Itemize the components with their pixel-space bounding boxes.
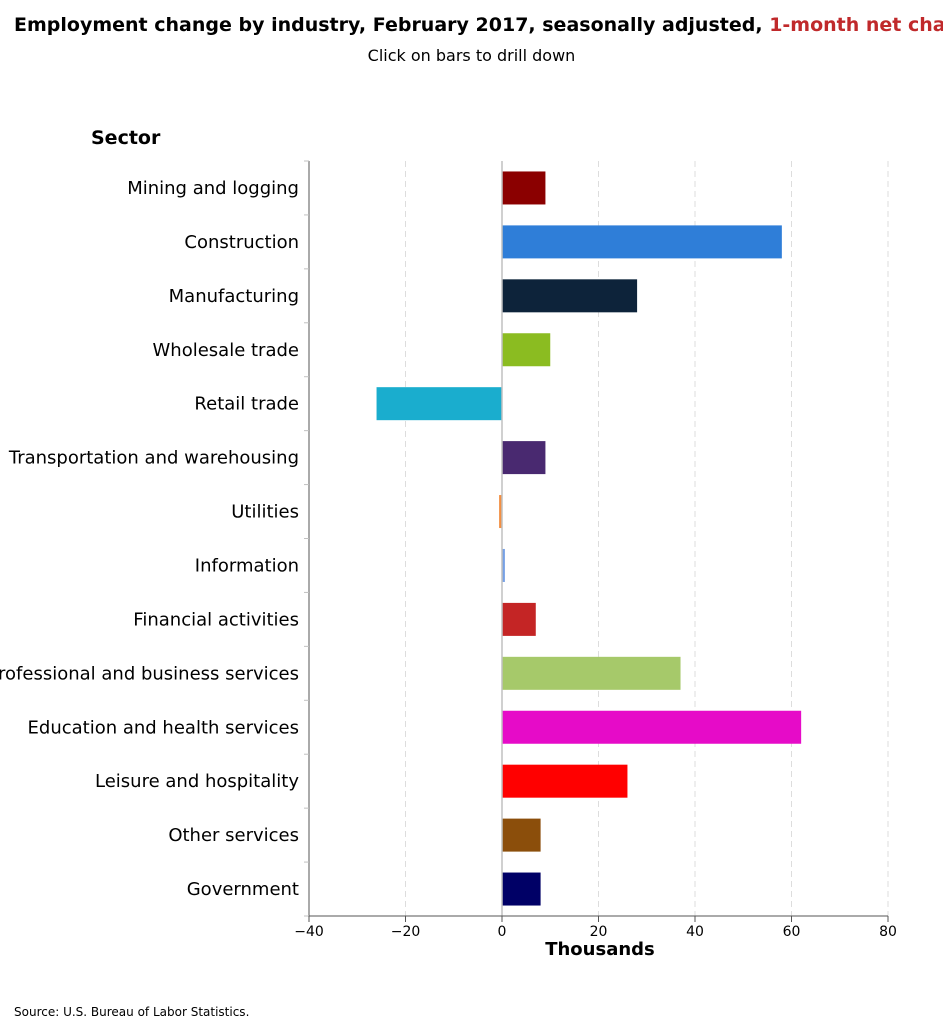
category-labels: Mining and logging Construction Manufactur… xyxy=(0,178,299,900)
bar[interactable] xyxy=(502,171,546,205)
category-label: Utilities xyxy=(231,502,299,523)
bar[interactable] xyxy=(376,387,502,421)
category-label: Wholesale trade xyxy=(153,340,300,361)
category-label: Financial activities xyxy=(133,609,299,630)
category-axis-title: Sector xyxy=(91,127,161,149)
x-tick-labels: −40 −20 0 20 40 60 80 xyxy=(294,924,897,940)
bar[interactable] xyxy=(502,602,536,636)
axes xyxy=(304,160,889,922)
bar[interactable] xyxy=(502,548,505,582)
chart-subtitle: Click on bars to drill down xyxy=(367,46,576,65)
category-label: Construction xyxy=(184,232,299,253)
bar-chart: Sector Mining and logging Construction Man… xyxy=(0,127,897,960)
bar[interactable] xyxy=(502,710,802,744)
category-label: Education and health services xyxy=(28,717,299,738)
x-axis-title: Thousands xyxy=(545,939,655,960)
category-label: Leisure and hospitality xyxy=(95,771,299,792)
x-tick-label: −20 xyxy=(391,924,421,940)
category-label: Other services xyxy=(168,825,299,846)
bar[interactable] xyxy=(502,656,681,690)
gridlines xyxy=(405,161,889,916)
category-label: Professional and business services xyxy=(0,663,299,684)
x-tick-label: 40 xyxy=(686,924,704,940)
x-tick-label: 60 xyxy=(783,924,801,940)
chart-title: Employment change by industry, February … xyxy=(14,14,943,36)
category-label: Government xyxy=(187,879,299,900)
category-label: Transportation and warehousing xyxy=(8,448,299,469)
bar[interactable] xyxy=(502,225,782,259)
category-label: Mining and logging xyxy=(127,178,299,199)
bar[interactable] xyxy=(502,818,541,852)
bar[interactable] xyxy=(502,764,628,798)
bar[interactable] xyxy=(502,441,546,475)
bar[interactable] xyxy=(502,279,638,313)
x-tick-label: 20 xyxy=(590,924,608,940)
source-note: Source: U.S. Bureau of Labor Statistics. xyxy=(14,1005,250,1019)
bars xyxy=(376,171,802,906)
chart-title-highlight: 1-month net change xyxy=(769,14,943,36)
x-tick-label: −40 xyxy=(294,924,324,940)
bar[interactable] xyxy=(502,872,541,906)
bar[interactable] xyxy=(499,495,502,529)
bar[interactable] xyxy=(502,333,551,367)
category-label: Manufacturing xyxy=(169,286,299,307)
x-tick-label: 80 xyxy=(879,924,897,940)
category-label: Retail trade xyxy=(194,394,299,415)
chart-title-main: Employment change by industry, February … xyxy=(14,14,763,36)
x-tick-label: 0 xyxy=(498,924,507,940)
category-label: Information xyxy=(195,555,299,576)
